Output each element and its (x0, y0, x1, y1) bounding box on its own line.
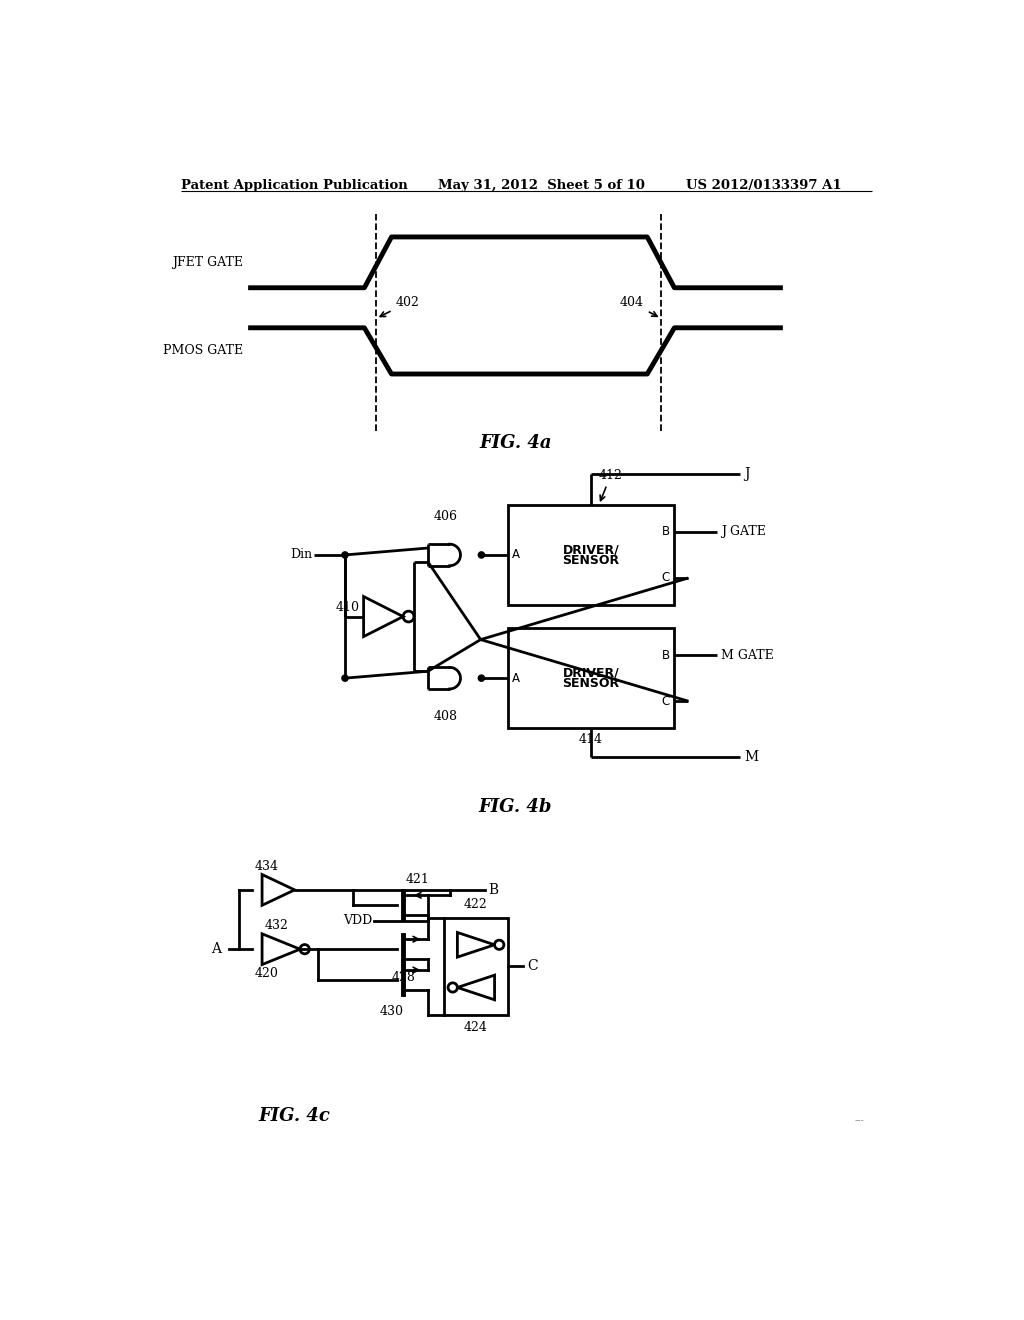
Circle shape (342, 552, 348, 558)
Circle shape (478, 675, 484, 681)
Bar (444, 917, 508, 1015)
Circle shape (236, 946, 242, 952)
Circle shape (451, 867, 457, 874)
Text: M: M (744, 751, 758, 764)
Text: DRIVER/: DRIVER/ (562, 543, 620, 556)
Text: 402: 402 (380, 296, 419, 317)
Text: PMOS GATE: PMOS GATE (163, 345, 243, 358)
Text: B: B (488, 883, 499, 896)
Text: 432: 432 (264, 919, 289, 932)
Circle shape (478, 552, 484, 558)
Text: 410: 410 (336, 601, 359, 614)
Text: 428: 428 (391, 970, 416, 983)
Circle shape (300, 931, 306, 937)
Text: FIG. 4c: FIG. 4c (259, 1106, 331, 1125)
Text: ---: --- (854, 1115, 864, 1125)
Text: J GATE: J GATE (721, 525, 766, 539)
Text: 428: 428 (365, 956, 388, 969)
Text: 421: 421 (406, 836, 429, 849)
Text: Din: Din (291, 548, 312, 561)
Circle shape (446, 892, 453, 899)
Circle shape (514, 964, 520, 969)
Text: 424: 424 (464, 1020, 487, 1034)
Text: A: A (512, 672, 520, 685)
Text: 434: 434 (265, 829, 289, 841)
Text: M GATE: M GATE (721, 648, 773, 661)
Circle shape (238, 931, 244, 937)
Text: 408: 408 (434, 710, 458, 723)
Text: 412: 412 (599, 469, 623, 500)
Text: A: A (210, 927, 219, 941)
Text: B: B (662, 525, 670, 539)
Text: JFET GATE: JFET GATE (172, 256, 243, 269)
Text: A: A (512, 548, 520, 561)
Circle shape (314, 946, 321, 952)
Text: SENSOR: SENSOR (562, 677, 620, 690)
Text: DRIVER/: DRIVER/ (562, 667, 620, 680)
Bar (174, 813, 717, 1137)
Text: B: B (662, 648, 670, 661)
Text: 420: 420 (254, 966, 279, 979)
Bar (508, 628, 675, 729)
Text: US 2012/0133397 A1: US 2012/0133397 A1 (686, 180, 842, 193)
Text: B: B (480, 863, 490, 878)
Text: A: A (211, 942, 221, 956)
Text: 404: 404 (621, 296, 657, 317)
Text: C: C (527, 960, 538, 973)
Circle shape (425, 915, 431, 921)
Text: C: C (662, 694, 670, 708)
Text: 434: 434 (254, 859, 279, 873)
Text: 420: 420 (265, 957, 289, 970)
Text: VDD: VDD (343, 915, 372, 927)
Text: May 31, 2012  Sheet 5 of 10: May 31, 2012 Sheet 5 of 10 (438, 180, 645, 193)
Text: 430: 430 (380, 1005, 403, 1018)
Text: FIG. 4b: FIG. 4b (479, 797, 552, 816)
Text: 406: 406 (434, 510, 458, 523)
Text: Patent Application Publication: Patent Application Publication (180, 180, 408, 193)
Text: 432: 432 (285, 902, 308, 915)
Text: 422: 422 (464, 899, 487, 911)
Text: FIG. 4a: FIG. 4a (479, 434, 552, 451)
Bar (508, 504, 675, 605)
Circle shape (446, 887, 453, 892)
Text: J: J (744, 467, 750, 480)
Text: C: C (662, 572, 670, 585)
Circle shape (342, 675, 348, 681)
Text: 414: 414 (579, 733, 603, 746)
Text: 421: 421 (406, 873, 429, 886)
Text: SENSOR: SENSOR (562, 554, 620, 566)
Text: VDD: VDD (331, 911, 360, 924)
